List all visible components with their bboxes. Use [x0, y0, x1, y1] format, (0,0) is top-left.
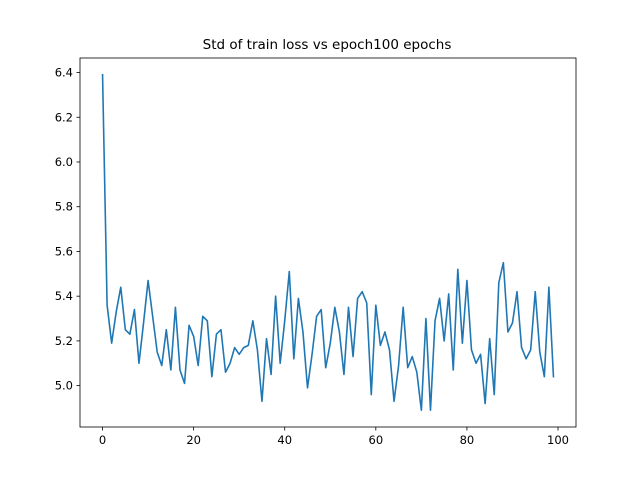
y-tick-label: 6.4: [55, 66, 73, 80]
x-tick-label: 0: [99, 433, 106, 447]
y-tick-label: 6.0: [55, 155, 73, 169]
axes: 0 20 40 60 80 100 5.0 5.2 5.4 5.6 5.8 6.0 6.2 6.4: [55, 57, 577, 447]
y-tick-label: 6.2: [55, 110, 73, 124]
y-tick-label: 5.4: [55, 289, 73, 303]
x-tick-label: 80: [460, 433, 475, 447]
x-tick-label: 100: [547, 433, 569, 447]
plot-area: [101, 73, 555, 412]
chart-title: Std of train loss vs epoch100 epochs: [203, 37, 452, 53]
x-tick-label: 20: [186, 433, 201, 447]
y-tick-label: 5.0: [55, 379, 73, 393]
x-tick-label: 40: [277, 433, 292, 447]
y-tick-label: 5.6: [55, 244, 73, 258]
y-tick-label: 5.8: [55, 200, 73, 214]
x-tick-label: 60: [369, 433, 384, 447]
series-line-0: [101, 73, 555, 412]
y-tick-label: 5.2: [55, 334, 73, 348]
axes-frame: [79, 57, 577, 428]
